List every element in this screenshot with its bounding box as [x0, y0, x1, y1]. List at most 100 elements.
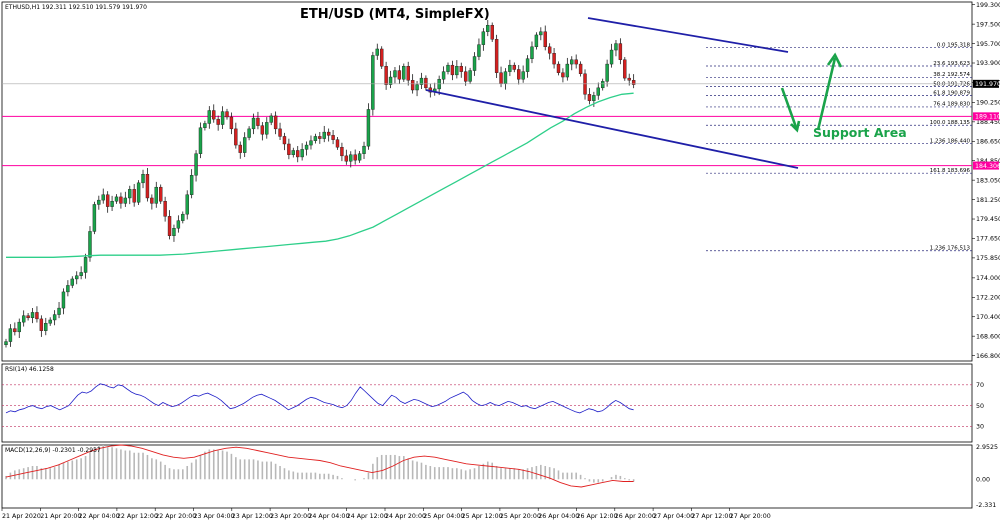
candle-body	[556, 63, 561, 73]
candle-body	[154, 186, 158, 204]
rsi-line	[5, 383, 634, 414]
price-axis-tick-label: 175.850	[976, 255, 1000, 262]
candle-body	[21, 315, 26, 323]
price-axis-tick-label: 183.050	[976, 177, 1000, 184]
candle-body	[415, 84, 419, 91]
candle-body	[282, 136, 287, 145]
candle-body	[627, 77, 631, 81]
candle-body	[446, 64, 450, 72]
candle-body	[543, 31, 547, 48]
candle-body	[75, 275, 79, 280]
candle-body	[229, 116, 234, 130]
candle-body	[238, 144, 242, 153]
support-area-annotation: Support Area	[813, 125, 907, 140]
time-axis-tick-label: 27 Apr 20:00	[730, 513, 771, 520]
candle-body	[494, 39, 499, 73]
candle-body	[388, 76, 393, 85]
candle-body	[503, 71, 508, 84]
candle-body	[344, 155, 349, 162]
candle-body	[349, 154, 353, 162]
price-axis-tick-label: 172.200	[976, 294, 1000, 301]
candle-body	[172, 227, 176, 236]
candle-body	[326, 131, 331, 136]
candle-body	[525, 58, 530, 72]
candle-body	[362, 145, 366, 154]
lower-channel-trendline	[425, 89, 799, 169]
candle-body	[296, 150, 300, 158]
time-axis-tick-label: 27 Apr 12:00	[691, 513, 732, 520]
candle-body	[450, 64, 455, 76]
candle-body	[132, 189, 136, 203]
candle-body	[521, 71, 525, 80]
candle-body	[357, 153, 362, 161]
candle-body	[592, 95, 596, 101]
candle-body	[8, 328, 13, 342]
candle-body	[468, 70, 472, 82]
candle-body	[287, 143, 291, 155]
candle-body	[300, 149, 304, 158]
candle-body	[605, 63, 609, 82]
price-axis-tick-label: 186.650	[976, 138, 1000, 145]
fibonacci-level-label: 61.8 190.879	[933, 90, 970, 96]
candle-body	[596, 87, 600, 96]
candle-body	[88, 231, 92, 258]
fibonacci-level-label: 50.0 191.726	[933, 81, 970, 87]
price-axis-tick-label: 170.400	[976, 314, 1000, 321]
candle-body	[309, 140, 313, 146]
candle-body	[353, 154, 357, 161]
candle-body	[207, 110, 212, 124]
candle-body	[4, 341, 8, 346]
price-axis-tick-label: 174.000	[976, 275, 1000, 282]
candle-body	[565, 63, 570, 78]
horizontal-level-tag	[973, 112, 999, 121]
candle-body	[194, 153, 198, 176]
candle-body	[490, 25, 494, 40]
candle-body	[384, 66, 388, 85]
time-axis-tick-label: 25 Apr 04:00	[423, 513, 464, 520]
candle-body	[26, 315, 30, 319]
price-axis-tick-label: 190.250	[976, 100, 1000, 107]
candle-body	[256, 117, 260, 126]
candle-body	[35, 312, 39, 320]
candle-body	[561, 72, 565, 78]
candle-body	[57, 307, 61, 315]
time-axis-tick-label: 21 Apr 2020	[2, 513, 41, 520]
candle-body	[212, 110, 216, 120]
candle-body	[260, 125, 265, 135]
candle-body	[424, 77, 428, 89]
macd-label: MACD(12,26,9) -0.2301 -0.2937	[5, 447, 101, 454]
current-price-label: 191.970	[975, 81, 1000, 88]
time-axis-tick-label: 22 Apr 12:00	[117, 513, 158, 520]
macd-signal-line	[5, 444, 634, 488]
time-axis-tick-label: 26 Apr 20:00	[615, 513, 656, 520]
candle-body	[61, 291, 66, 309]
candle-body	[512, 64, 516, 70]
candle-body	[578, 63, 583, 75]
candle-body	[123, 197, 128, 204]
chart-title: ETH/USD (MT4, SimpleFX)	[300, 7, 490, 22]
horizontal-level-label: 184.306	[975, 163, 1000, 170]
candle-body	[410, 80, 415, 91]
time-axis-tick-label: 26 Apr 04:00	[538, 513, 579, 520]
fibonacci-level-label: 38.2 192.574	[933, 72, 970, 78]
candle-body	[79, 272, 83, 276]
candle-body	[402, 66, 406, 80]
down-arrowhead	[790, 120, 801, 133]
candle-body	[472, 56, 477, 71]
candle-body	[225, 111, 229, 118]
candle-body	[335, 139, 340, 148]
candle-body	[136, 182, 141, 203]
upper-channel-trendline	[587, 17, 789, 53]
macd-axis-tick-label: 0.00	[976, 476, 990, 483]
candle-body	[539, 31, 543, 36]
rsi-axis-tick-label: 70	[976, 382, 984, 389]
candle-body	[278, 128, 282, 137]
candle-body	[534, 34, 539, 48]
candle-body	[158, 186, 163, 202]
candle-body	[481, 31, 486, 45]
up-arrowhead	[826, 52, 843, 68]
candle-body	[601, 81, 605, 89]
candle-body	[517, 69, 521, 80]
